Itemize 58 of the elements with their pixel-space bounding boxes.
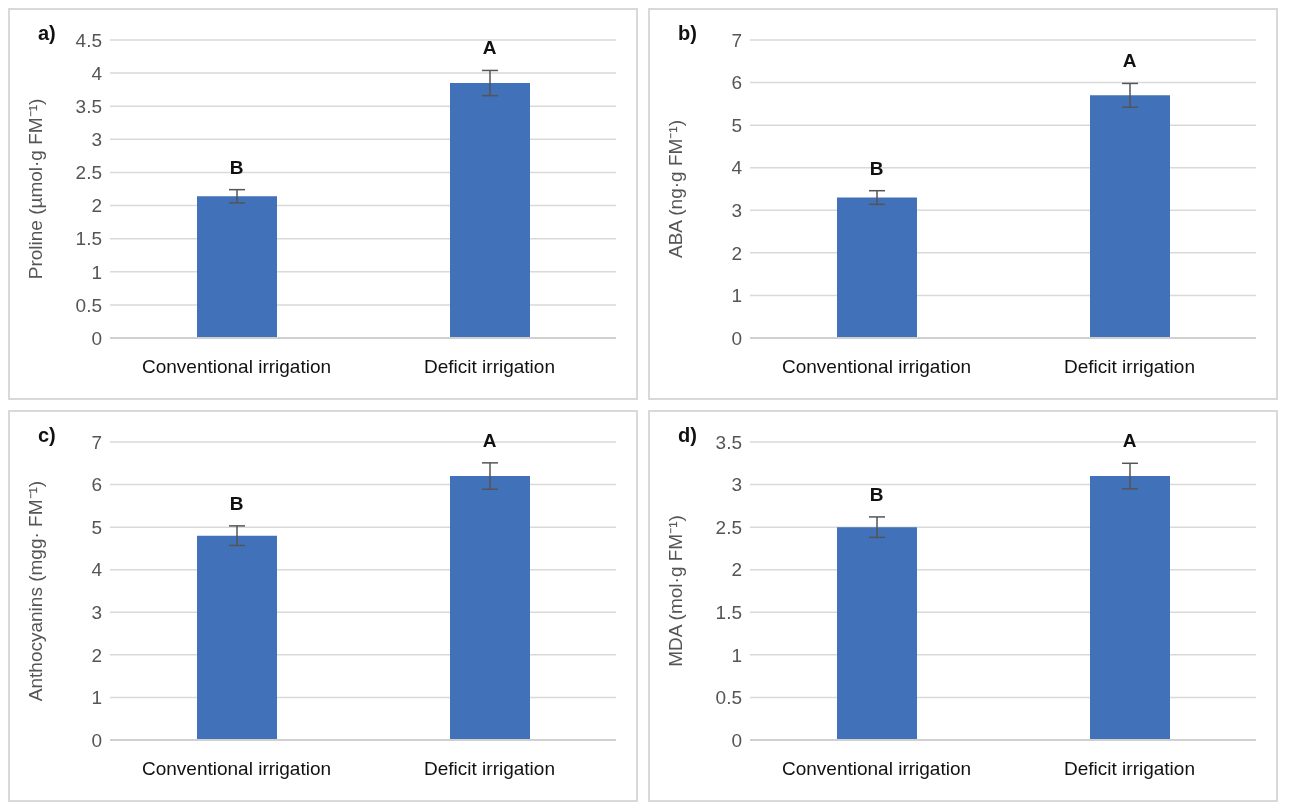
y-tick-label: 5 <box>731 114 742 136</box>
x-tick-label: Deficit irrigation <box>1064 758 1195 780</box>
y-tick-label: 7 <box>91 431 102 453</box>
chart-title: d) <box>678 424 697 447</box>
y-tick-label: 2 <box>91 195 102 217</box>
y-tick-label: 4 <box>91 559 103 581</box>
y-axis-title: ABA (ng·g FM⁻¹) <box>664 120 686 258</box>
y-tick-label: 0 <box>731 729 742 751</box>
y-tick-label: 0.5 <box>715 687 742 709</box>
annotation: A <box>482 37 497 59</box>
chart-title: b) <box>678 22 697 45</box>
y-tick-label: 1 <box>91 687 102 709</box>
y-tick-label: 2.5 <box>75 162 102 184</box>
y-tick-label: 1.5 <box>715 602 742 624</box>
y-tick-label: 4.5 <box>75 29 102 51</box>
y-tick-label: 3 <box>731 474 742 496</box>
y-tick-label: 3.5 <box>75 95 102 117</box>
annotation: B <box>229 156 244 178</box>
annotation: B <box>869 157 884 179</box>
annotation: B <box>229 492 244 514</box>
x-tick-label: Deficit irrigation <box>424 758 555 780</box>
chart-title: a) <box>38 22 56 45</box>
y-axis-title: Anthocyanins (mgg· FM⁻¹) <box>24 480 46 702</box>
y-tick-label: 1 <box>91 261 102 283</box>
y-tick-label: 2.5 <box>715 516 742 538</box>
x-tick-label: Conventional irrigation <box>781 758 972 780</box>
y-tick-label: 0 <box>731 327 742 349</box>
y-tick-label: 3.5 <box>715 431 742 453</box>
y-tick-label: 5 <box>91 516 102 538</box>
annotation: A <box>1122 430 1137 452</box>
y-tick-label: 1 <box>731 644 742 666</box>
x-tick-label: Deficit irrigation <box>424 356 555 378</box>
x-tick-label: Conventional irrigation <box>781 356 972 378</box>
y-tick-label: 4 <box>731 157 743 179</box>
annotation: A <box>482 429 497 451</box>
y-tick-label: 6 <box>731 72 742 94</box>
x-tick-label: Conventional irrigation <box>141 758 332 780</box>
y-tick-label: 4 <box>91 62 103 84</box>
y-tick-label: 7 <box>731 29 742 51</box>
y-tick-label: 2 <box>91 644 102 666</box>
y-tick-label: 3 <box>731 200 742 222</box>
annotation: A <box>1122 50 1137 72</box>
y-tick-label: 6 <box>91 474 102 496</box>
y-axis-title: Proline (µmol·g FM⁻¹) <box>24 98 46 280</box>
y-axis-title: MDA (mol·g FM⁻¹) <box>664 515 686 667</box>
y-tick-label: 1.5 <box>75 228 102 250</box>
y-tick-label: 0.5 <box>75 294 102 316</box>
y-tick-label: 0 <box>91 327 102 349</box>
y-tick-label: 1 <box>731 285 742 307</box>
x-tick-label: Deficit irrigation <box>1064 356 1195 378</box>
annotation: B <box>869 483 884 505</box>
chart-title: c) <box>38 424 56 447</box>
y-tick-label: 2 <box>731 242 742 264</box>
x-tick-label: Conventional irrigation <box>141 356 332 378</box>
y-tick-label: 3 <box>91 129 102 151</box>
y-tick-label: 3 <box>91 602 102 624</box>
y-tick-label: 0 <box>91 729 102 751</box>
y-tick-label: 2 <box>731 559 742 581</box>
